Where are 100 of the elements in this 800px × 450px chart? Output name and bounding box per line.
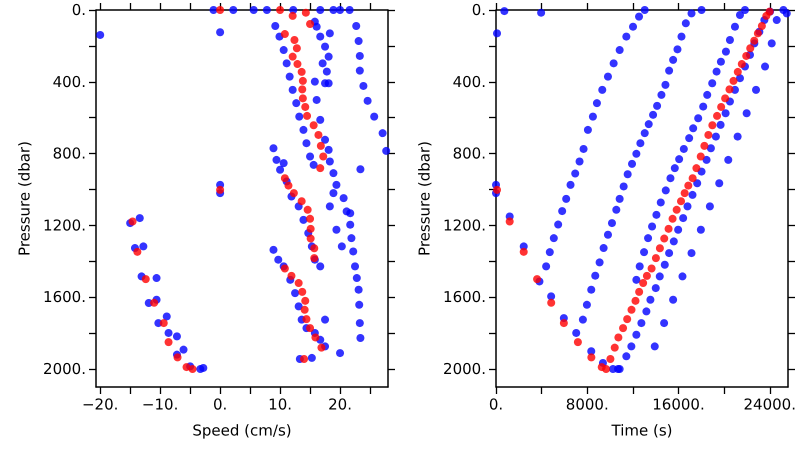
point — [574, 338, 582, 346]
point — [160, 319, 168, 328]
y-tick-label: 2000. — [443, 360, 486, 378]
point — [704, 130, 712, 139]
x-axis-title: Time (s) — [610, 422, 672, 440]
point — [688, 174, 697, 182]
point — [750, 36, 758, 45]
point — [684, 182, 692, 190]
point — [738, 60, 746, 68]
y-axis-title: Pressure (dbar) — [16, 141, 34, 256]
point — [602, 365, 610, 374]
point — [306, 214, 314, 223]
point — [316, 142, 325, 150]
point — [301, 102, 310, 111]
point — [298, 85, 306, 94]
y-tick-label: 1600. — [43, 288, 86, 306]
point — [506, 217, 514, 226]
point — [298, 197, 306, 206]
point — [708, 121, 716, 130]
y-tick-label: 800. — [52, 144, 86, 163]
y-tick-label: 0. — [472, 1, 486, 19]
point — [310, 244, 318, 252]
point — [306, 324, 314, 332]
point — [306, 234, 315, 243]
y-tick-label: 800. — [452, 144, 486, 163]
point — [216, 186, 224, 194]
point — [680, 189, 689, 198]
point — [276, 6, 284, 14]
point — [298, 94, 307, 102]
x-tick-label: −10. — [142, 396, 178, 414]
point — [298, 76, 307, 85]
x-tick-label: 0. — [488, 396, 504, 414]
point — [614, 333, 622, 342]
point — [721, 94, 730, 102]
y-tick-label: 1200. — [43, 216, 86, 234]
point — [280, 30, 289, 38]
point — [717, 102, 726, 111]
point — [302, 315, 310, 324]
point — [742, 52, 750, 60]
point — [311, 333, 320, 342]
point — [713, 112, 722, 120]
point — [677, 197, 686, 206]
point — [652, 254, 660, 262]
point — [298, 288, 306, 296]
y-tick-label: 1200. — [443, 216, 486, 234]
point — [306, 224, 315, 233]
point — [623, 315, 632, 324]
y-tick-label: 0. — [72, 1, 86, 19]
point — [648, 264, 656, 273]
point — [587, 353, 596, 362]
point — [635, 288, 644, 296]
point — [314, 130, 322, 139]
point — [310, 121, 318, 130]
y-axis-title: Pressure (dbar) — [416, 141, 434, 256]
point — [294, 279, 303, 288]
point — [300, 354, 308, 363]
point — [493, 186, 502, 194]
point — [317, 344, 326, 352]
x-tick-label: 24000. — [744, 396, 796, 414]
y-tick-label: 1600. — [443, 288, 486, 306]
x-tick-label: 16000. — [652, 396, 705, 414]
point — [301, 296, 310, 305]
point — [746, 44, 754, 52]
x-tick-label: 8000. — [566, 396, 609, 414]
point — [133, 248, 142, 256]
point — [306, 20, 314, 28]
point — [287, 272, 296, 280]
point — [610, 344, 619, 352]
point — [288, 12, 297, 20]
point — [174, 353, 182, 362]
point — [619, 324, 628, 332]
point — [639, 279, 648, 288]
point — [642, 272, 651, 280]
point — [280, 174, 289, 182]
point — [758, 22, 766, 30]
x-tick-label: 10. — [268, 396, 292, 414]
point — [304, 206, 312, 214]
point — [284, 182, 292, 190]
point — [188, 365, 197, 374]
point — [547, 298, 556, 307]
y-tick-label: 400. — [52, 72, 86, 91]
point — [288, 52, 297, 61]
point — [142, 275, 150, 284]
y-tick-label: 400. — [452, 72, 486, 91]
point — [303, 112, 312, 120]
x-tick-label: −20. — [82, 396, 118, 414]
point — [656, 244, 664, 252]
point — [664, 224, 673, 233]
point — [302, 8, 310, 17]
point — [725, 85, 734, 94]
point — [700, 142, 708, 150]
point — [660, 234, 668, 243]
point — [729, 76, 738, 85]
x-tick-label: 20. — [328, 396, 352, 414]
point — [316, 164, 324, 172]
point — [319, 152, 328, 160]
point — [734, 68, 742, 76]
point — [280, 264, 289, 273]
point — [692, 164, 700, 172]
point — [290, 36, 298, 44]
